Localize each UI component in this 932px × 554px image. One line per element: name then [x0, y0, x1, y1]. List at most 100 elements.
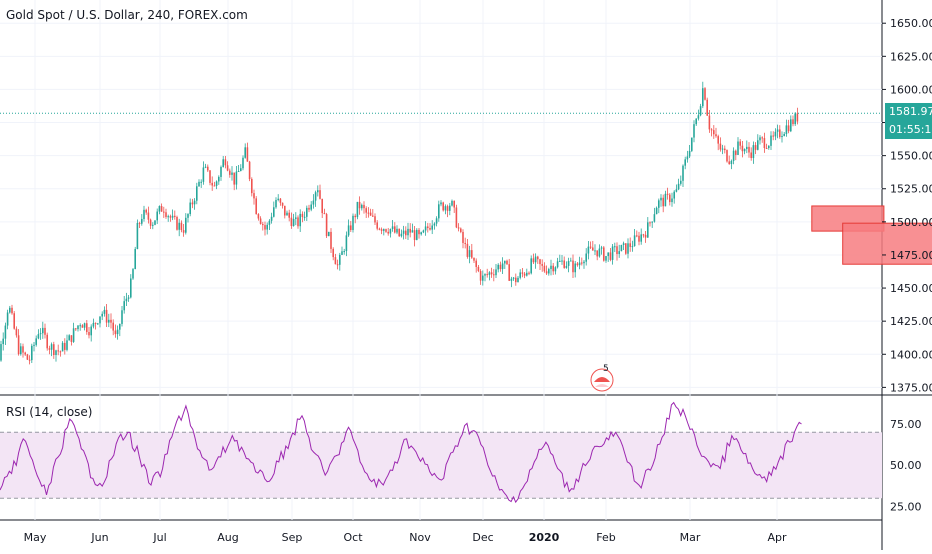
candle-body — [702, 88, 704, 107]
candle-body — [774, 131, 777, 137]
candle-body — [728, 161, 730, 165]
candle-body — [330, 231, 332, 249]
candle-body — [422, 230, 425, 233]
candle-body — [669, 194, 671, 203]
candle-body — [660, 197, 662, 201]
candle-body — [449, 205, 451, 211]
candle-body — [345, 235, 348, 252]
candle-body — [779, 129, 781, 138]
candle-body — [361, 204, 363, 209]
candle-body — [354, 215, 356, 218]
candle-body — [372, 215, 374, 217]
candle-body — [42, 327, 44, 334]
candle-body — [418, 229, 420, 235]
candle-body — [519, 272, 521, 278]
candle-body — [585, 253, 587, 262]
candle-body — [523, 273, 526, 276]
candle-body — [48, 348, 51, 350]
candle-body — [545, 271, 548, 274]
candle-body — [600, 247, 603, 249]
candle-body — [486, 274, 488, 276]
candle-body — [565, 265, 568, 268]
candle-body — [325, 214, 328, 237]
candle-body — [347, 225, 350, 236]
candle-body — [673, 191, 675, 199]
candle-body — [244, 147, 246, 158]
candle-body — [233, 172, 235, 185]
candle-body — [611, 246, 614, 260]
candle-body — [550, 265, 552, 270]
candle-body — [567, 261, 570, 266]
candle-body — [202, 167, 205, 182]
candle-body — [530, 258, 532, 274]
candle-body — [675, 189, 678, 192]
candle-body — [515, 277, 517, 283]
candle-body — [482, 275, 484, 281]
candle-body — [259, 218, 262, 224]
candle-body — [457, 227, 460, 229]
candle-body — [174, 215, 176, 217]
candle-body — [537, 256, 539, 260]
candle-body — [15, 328, 18, 336]
candle-body — [255, 198, 257, 215]
candle-body — [607, 252, 609, 257]
candle-body — [508, 264, 510, 281]
candle-body — [178, 222, 180, 230]
rsi-layer — [0, 401, 802, 504]
candle-body — [504, 260, 506, 264]
candle-body — [158, 206, 161, 212]
candle-body — [31, 345, 33, 361]
candle-body — [609, 252, 612, 260]
candle-body — [64, 342, 66, 350]
candle-body — [495, 269, 497, 276]
candle-body — [466, 243, 469, 257]
candle-body — [704, 88, 706, 100]
candle-body — [108, 319, 110, 323]
candle-body — [739, 141, 741, 146]
candle-body — [114, 330, 117, 335]
candle-body — [367, 212, 370, 214]
candle-body — [438, 204, 440, 219]
candle-body — [629, 243, 631, 247]
candle-body — [103, 309, 106, 314]
candle-body — [66, 340, 68, 350]
candle-body — [75, 328, 77, 330]
candle-body — [768, 145, 770, 149]
candle-body — [625, 243, 627, 254]
candle-body — [273, 207, 275, 217]
candle-body — [105, 309, 108, 323]
candle-body — [281, 202, 284, 206]
candle-body — [684, 159, 686, 166]
candle-body — [772, 135, 774, 137]
event-marker-icon[interactable]: 5 — [589, 363, 615, 393]
candle-body — [290, 217, 293, 227]
candle-body — [132, 269, 134, 279]
candle-body — [488, 272, 491, 275]
candle-body — [314, 192, 317, 201]
candle-body — [622, 243, 625, 245]
candle-body — [587, 246, 590, 254]
y-tick-label: 1475.00 — [890, 249, 932, 262]
x-tick-label: Feb — [596, 531, 615, 544]
y-tick-label: 1650.00 — [890, 17, 932, 30]
candle-body — [444, 206, 447, 211]
candle-body — [50, 344, 53, 350]
candle-body — [17, 335, 20, 355]
candle-body — [754, 145, 757, 150]
candle-body — [442, 202, 444, 211]
candle-body — [763, 138, 766, 149]
candle-body — [539, 259, 541, 265]
candle-body — [308, 207, 310, 210]
candle-body — [563, 260, 565, 268]
candle-body — [116, 329, 119, 335]
candle-body — [477, 266, 480, 272]
candle-body — [196, 186, 198, 201]
candle-body — [328, 231, 330, 237]
candle-body — [603, 247, 605, 261]
y-tick-label: 1450.00 — [890, 282, 932, 295]
candle-body — [556, 261, 559, 268]
candle-body — [70, 335, 73, 342]
candle-body — [341, 251, 343, 255]
candle-body — [356, 201, 359, 218]
